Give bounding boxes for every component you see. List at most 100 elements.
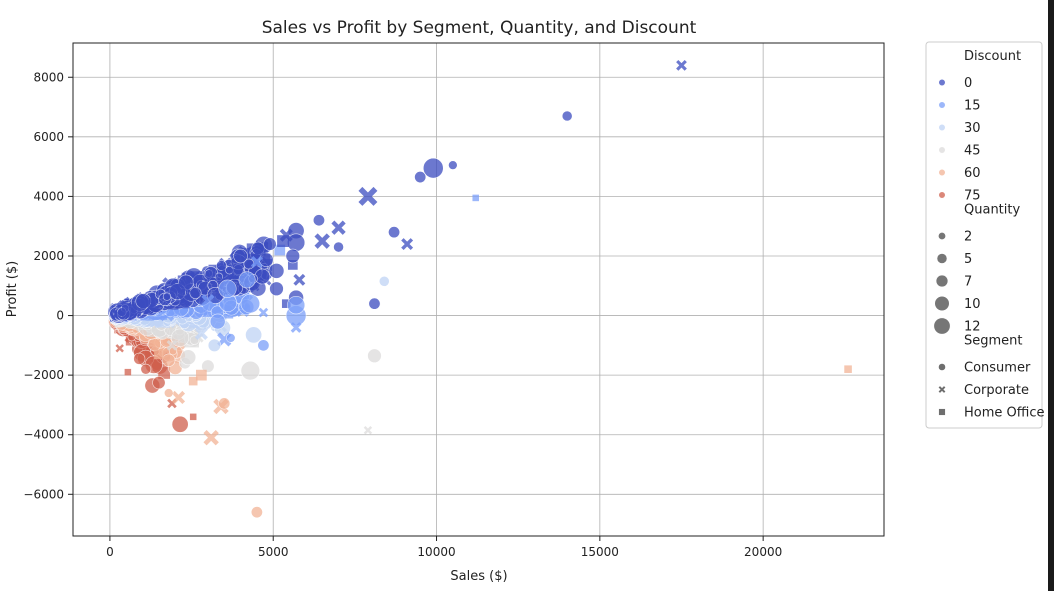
data-point bbox=[368, 297, 381, 310]
legend-frame bbox=[925, 41, 1043, 429]
grid-lines bbox=[73, 43, 884, 536]
data-point bbox=[163, 388, 174, 398]
data-point bbox=[388, 226, 401, 239]
data-point bbox=[162, 353, 176, 367]
x-axis-label: Sales ($) bbox=[450, 569, 507, 584]
data-point bbox=[218, 397, 231, 410]
data-point bbox=[257, 339, 270, 352]
legend-entry-label: 15 bbox=[964, 99, 981, 114]
data-point bbox=[472, 194, 479, 202]
y-tick-label: 0 bbox=[56, 309, 64, 323]
data-point bbox=[180, 349, 197, 366]
data-point bbox=[171, 415, 189, 433]
data-point bbox=[285, 248, 301, 264]
y-tick-label: −4000 bbox=[23, 428, 64, 442]
y-tick-label: −6000 bbox=[23, 487, 64, 501]
data-point bbox=[115, 344, 124, 353]
data-point bbox=[212, 278, 224, 290]
legend-color-swatch bbox=[938, 191, 946, 199]
data-point bbox=[152, 339, 161, 347]
data-point bbox=[448, 160, 458, 170]
data-point bbox=[333, 241, 344, 253]
legend-entry-label: 75 bbox=[964, 189, 981, 204]
data-point bbox=[207, 338, 222, 352]
data-point bbox=[293, 273, 306, 286]
x-tick-label: 15000 bbox=[581, 545, 619, 559]
data-point bbox=[166, 339, 178, 351]
y-tick-label: 2000 bbox=[33, 249, 64, 263]
legend-marker-swatch bbox=[938, 363, 946, 371]
legend-entry-label: 45 bbox=[964, 144, 981, 159]
axis-ticks: 0 5000 10000 15000 20000 −6000 −4000 −2000 0 2000… bbox=[23, 70, 782, 559]
data-point bbox=[208, 269, 217, 277]
data-point bbox=[194, 326, 208, 340]
data-point bbox=[312, 214, 325, 227]
x-tick-label: 5000 bbox=[258, 545, 289, 559]
data-point bbox=[414, 171, 427, 184]
data-point bbox=[250, 255, 263, 268]
data-point bbox=[240, 293, 261, 314]
data-point bbox=[378, 275, 390, 287]
data-point bbox=[231, 268, 243, 280]
legend-color-swatch bbox=[938, 168, 946, 177]
data-point bbox=[254, 244, 266, 256]
legend-entry-label: 10 bbox=[964, 297, 981, 312]
legend-marker-swatch bbox=[938, 408, 946, 416]
data-point bbox=[158, 367, 171, 379]
legend-marker-swatch bbox=[938, 386, 946, 393]
legend-entry-label: 7 bbox=[964, 275, 972, 290]
window-edge bbox=[1048, 0, 1054, 591]
data-point bbox=[561, 110, 573, 122]
y-tick-label: 8000 bbox=[33, 70, 64, 84]
data-point bbox=[263, 237, 277, 251]
legend-color-swatch bbox=[938, 101, 946, 109]
chart-title: Sales vs Profit by Segment, Quantity, an… bbox=[262, 18, 697, 38]
data-point bbox=[178, 281, 191, 294]
data-point bbox=[290, 322, 302, 333]
data-point bbox=[124, 368, 132, 376]
data-point bbox=[152, 375, 166, 390]
data-point bbox=[258, 307, 269, 318]
data-point bbox=[193, 274, 203, 284]
data-point bbox=[199, 282, 208, 291]
legend-entry-label: 60 bbox=[964, 166, 981, 181]
data-point bbox=[199, 307, 208, 315]
legend-size-swatch bbox=[937, 232, 946, 241]
data-point bbox=[189, 286, 202, 299]
data-point bbox=[189, 413, 197, 421]
data-point bbox=[314, 233, 330, 249]
legend-size-swatch bbox=[933, 317, 951, 335]
data-point bbox=[203, 429, 219, 446]
data-point bbox=[133, 352, 146, 365]
plot-frame bbox=[72, 42, 885, 537]
data-point bbox=[233, 248, 248, 264]
data-points bbox=[107, 59, 852, 519]
data-point bbox=[140, 363, 152, 375]
legend-group-title: Discount bbox=[964, 49, 1021, 64]
legend-color-swatch bbox=[938, 123, 946, 132]
data-point bbox=[676, 59, 687, 71]
legend-entry-label: 12 bbox=[964, 320, 981, 335]
data-point bbox=[401, 238, 414, 251]
data-point bbox=[422, 157, 444, 179]
y-tick-label: 4000 bbox=[33, 189, 64, 203]
data-point bbox=[209, 313, 226, 330]
data-point bbox=[218, 279, 237, 298]
data-point bbox=[154, 349, 164, 360]
data-point bbox=[367, 348, 382, 364]
data-point bbox=[201, 359, 215, 373]
legend-color-swatch bbox=[938, 78, 946, 87]
x-tick-label: 0 bbox=[106, 545, 114, 559]
data-point bbox=[177, 292, 191, 306]
legend-entry-label: Consumer bbox=[964, 361, 1031, 376]
legend-group-title: Quantity bbox=[964, 203, 1020, 218]
data-point bbox=[240, 360, 261, 381]
data-point bbox=[112, 309, 122, 319]
y-tick-label: 6000 bbox=[33, 130, 64, 144]
data-point bbox=[331, 220, 346, 235]
data-point bbox=[225, 333, 236, 343]
x-tick-label: 10000 bbox=[417, 545, 455, 559]
